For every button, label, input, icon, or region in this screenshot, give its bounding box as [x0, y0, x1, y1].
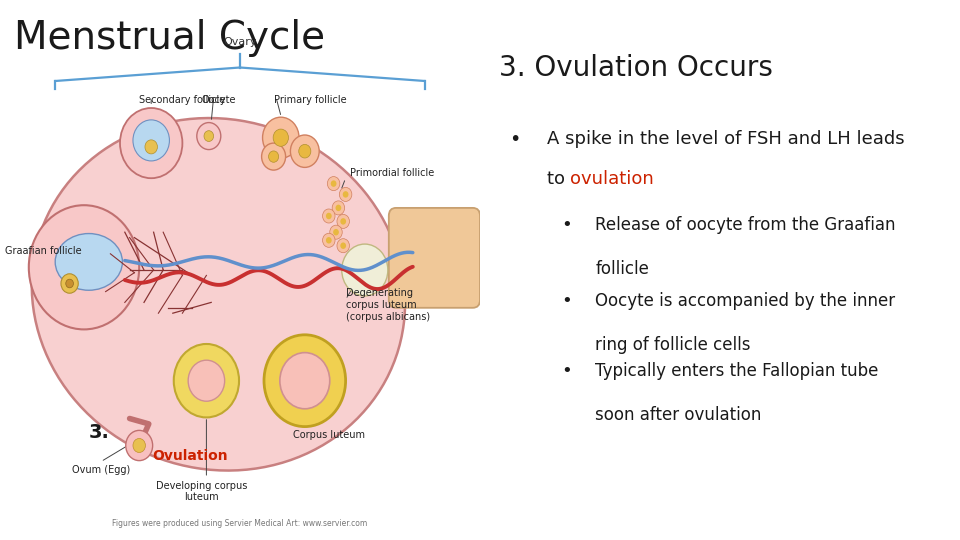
Text: Primordial follicle: Primordial follicle: [350, 168, 435, 178]
Circle shape: [60, 274, 79, 293]
Ellipse shape: [32, 118, 405, 470]
Circle shape: [339, 187, 351, 201]
Circle shape: [262, 117, 299, 158]
Text: ovulation: ovulation: [570, 170, 654, 188]
Text: Menstrual Cycle: Menstrual Cycle: [14, 19, 325, 57]
Circle shape: [323, 233, 335, 247]
Text: Ovum (Egg): Ovum (Egg): [72, 465, 131, 475]
Circle shape: [65, 279, 73, 288]
Circle shape: [126, 430, 153, 461]
Text: to: to: [547, 170, 571, 188]
Text: Secondary follicle: Secondary follicle: [139, 95, 226, 105]
Circle shape: [340, 218, 346, 225]
Circle shape: [264, 335, 346, 427]
Circle shape: [188, 360, 225, 401]
Text: Ovulation: Ovulation: [152, 449, 228, 463]
Circle shape: [327, 177, 340, 191]
Text: Developing corpus
luteum: Developing corpus luteum: [156, 481, 248, 502]
Text: •: •: [562, 362, 572, 380]
Text: Oocyte is accompanied by the inner: Oocyte is accompanied by the inner: [595, 292, 896, 309]
Text: Figures were produced using Servier Medical Art: www.servier.com: Figures were produced using Servier Medi…: [112, 519, 368, 528]
Text: Ovary: Ovary: [224, 37, 256, 47]
Circle shape: [340, 242, 346, 249]
Circle shape: [145, 140, 157, 154]
Circle shape: [337, 239, 349, 253]
Text: 3. Ovulation Occurs: 3. Ovulation Occurs: [499, 54, 773, 82]
Circle shape: [291, 135, 319, 167]
Text: Corpus luteum: Corpus luteum: [293, 430, 365, 440]
Text: follicle: follicle: [595, 260, 649, 278]
Circle shape: [299, 144, 311, 158]
Text: Release of oocyte from the Graafian: Release of oocyte from the Graafian: [595, 216, 896, 234]
Circle shape: [120, 108, 182, 178]
Circle shape: [29, 205, 139, 329]
Text: Degenerating
corpus luteum
(corpus albicans): Degenerating corpus luteum (corpus albic…: [346, 288, 430, 322]
Text: soon after ovulation: soon after ovulation: [595, 406, 761, 424]
Circle shape: [132, 438, 146, 453]
Circle shape: [197, 123, 221, 150]
Circle shape: [330, 225, 342, 239]
Circle shape: [261, 143, 286, 170]
Circle shape: [323, 209, 335, 223]
Circle shape: [337, 214, 349, 228]
Circle shape: [132, 120, 169, 161]
Text: ring of follicle cells: ring of follicle cells: [595, 336, 751, 354]
Circle shape: [269, 151, 278, 163]
Text: Graafian follicle: Graafian follicle: [5, 246, 82, 256]
Text: 3.: 3.: [88, 422, 109, 442]
Circle shape: [332, 201, 345, 215]
Circle shape: [280, 353, 330, 409]
FancyBboxPatch shape: [389, 208, 480, 308]
Circle shape: [330, 180, 336, 187]
Ellipse shape: [55, 233, 123, 290]
Circle shape: [333, 229, 339, 235]
Circle shape: [274, 129, 288, 146]
Text: Oocyte: Oocyte: [202, 95, 236, 105]
Circle shape: [204, 131, 214, 141]
Text: •: •: [562, 292, 572, 309]
Circle shape: [336, 205, 342, 211]
Circle shape: [342, 244, 388, 296]
Circle shape: [174, 344, 239, 417]
Circle shape: [326, 237, 332, 244]
Text: •: •: [509, 130, 520, 148]
Text: A spike in the level of FSH and LH leads: A spike in the level of FSH and LH leads: [547, 130, 905, 147]
Circle shape: [326, 213, 332, 219]
Circle shape: [343, 191, 348, 198]
Text: Primary follicle: Primary follicle: [274, 95, 347, 105]
Text: •: •: [562, 216, 572, 234]
Text: Typically enters the Fallopian tube: Typically enters the Fallopian tube: [595, 362, 878, 380]
